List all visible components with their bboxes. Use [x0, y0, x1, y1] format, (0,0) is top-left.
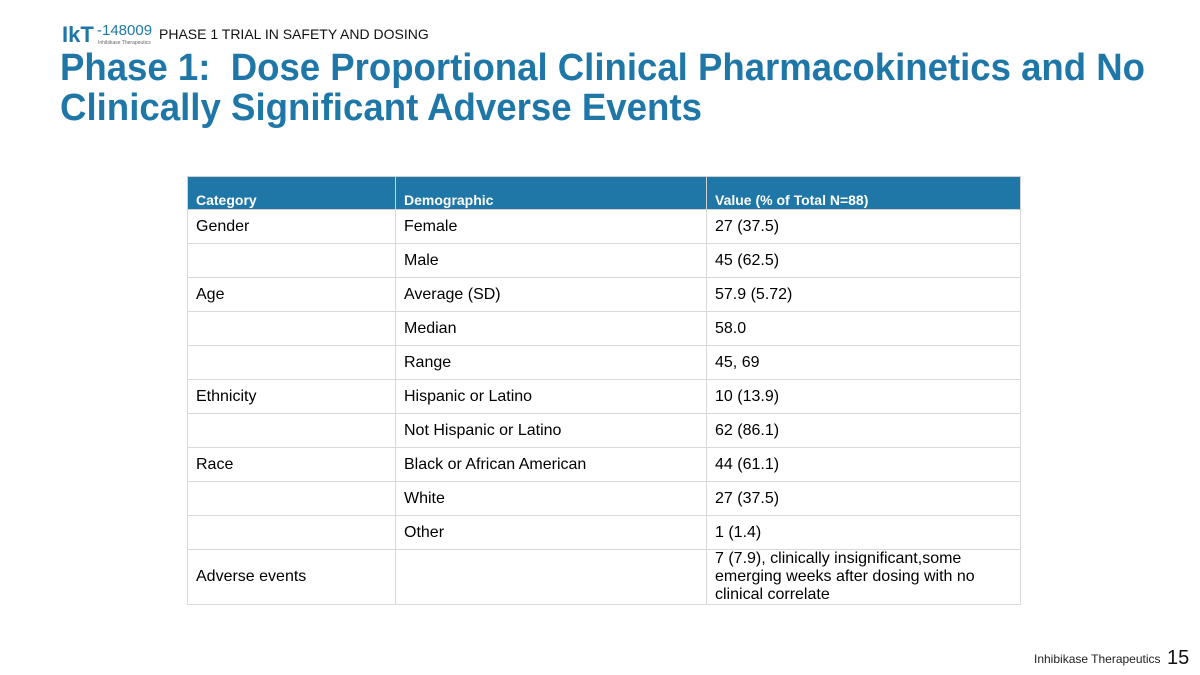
table-cell: Race	[187, 447, 396, 482]
table-cell	[187, 515, 396, 550]
header: IkT -148009 Inhibikase Therapeutics PHAS…	[60, 22, 1145, 129]
table-row: Race Black or African American 44 (61.1)	[187, 447, 1021, 482]
table-cell: Average (SD)	[395, 277, 707, 312]
table-row: Gender Female 27 (37.5)	[187, 209, 1021, 244]
column-header: Value (% of Total N=88)	[706, 176, 1021, 210]
table-row: Male 45 (62.5)	[187, 243, 1021, 278]
table-cell	[187, 311, 396, 346]
table-cell: Age	[187, 277, 396, 312]
table-cell	[395, 549, 707, 605]
table-cell	[187, 243, 396, 278]
logo-sub: Inhibikase Therapeutics	[98, 40, 151, 46]
logo: IkT	[62, 22, 94, 47]
table-cell: 27 (37.5)	[706, 209, 1021, 244]
header-row: Category Demographic Value (% of Total N=8…	[187, 176, 1021, 210]
page-number: 15	[1167, 647, 1190, 669]
table-cell: 57.9 (5.72)	[706, 277, 1021, 312]
table-row: Adverse events 7 (7.9), clinically insign…	[187, 549, 1021, 605]
table-cell: 44 (61.1)	[706, 447, 1021, 482]
table-cell: Other	[395, 515, 707, 550]
table-cell: 10 (13.9)	[706, 379, 1021, 414]
table-cell: Not Hispanic or Latino	[395, 413, 707, 448]
table-cell: Female	[395, 209, 707, 244]
table-row: Age Average (SD) 57.9 (5.72)	[187, 277, 1021, 312]
table-cell: Male	[395, 243, 707, 278]
table-cell: Gender	[187, 209, 396, 244]
table-row: Ethnicity Hispanic or Latino 10 (13.9)	[187, 379, 1021, 414]
table-body: Gender Female 27 (37.5) Male 45 (62.5) Age Ave…	[187, 209, 1021, 605]
table-cell: Adverse events	[187, 549, 396, 605]
table-row: Range 45, 69	[187, 345, 1021, 380]
column-header: Category	[187, 176, 396, 210]
table-cell	[187, 481, 396, 516]
title-line: Clinically Significant Adverse Events	[60, 87, 702, 129]
table-cell: White	[395, 481, 707, 516]
table-cell: 27 (37.5)	[706, 481, 1021, 516]
table-cell	[187, 413, 396, 448]
table-cell: Hispanic or Latino	[395, 379, 707, 414]
table-row: White 27 (37.5)	[187, 481, 1021, 516]
footer-company: Inhibikase Therapeutics	[1034, 652, 1161, 666]
table-cell: 62 (86.1)	[706, 413, 1021, 448]
table-cell: 45 (62.5)	[706, 243, 1021, 278]
logo-code: -148009	[97, 22, 152, 39]
table-cell: 7 (7.9), clinically insignificant,some e…	[706, 549, 1021, 605]
table-cell: 1 (1.4)	[706, 515, 1021, 550]
section-label: PHASE 1 TRIAL IN SAFETY AND DOSING	[159, 26, 429, 42]
table-row: Other 1 (1.4)	[187, 515, 1021, 550]
table-cell: Range	[395, 345, 707, 380]
table-cell: 45, 69	[706, 345, 1021, 380]
demographics-table: Category Demographic Value (% of Total N=8…	[187, 176, 1021, 605]
table-cell	[187, 345, 396, 380]
title-line: Phase 1: Dose Proportional Clinical Phar…	[60, 47, 1145, 89]
table-cell: Ethnicity	[187, 379, 396, 414]
table-cell: Black or African American	[395, 447, 707, 482]
table-row: Not Hispanic or Latino 62 (86.1)	[187, 413, 1021, 448]
table-cell: Median	[395, 311, 707, 346]
column-header: Demographic	[395, 176, 707, 210]
table-row: Median 58.0	[187, 311, 1021, 346]
table-cell: 58.0	[706, 311, 1021, 346]
